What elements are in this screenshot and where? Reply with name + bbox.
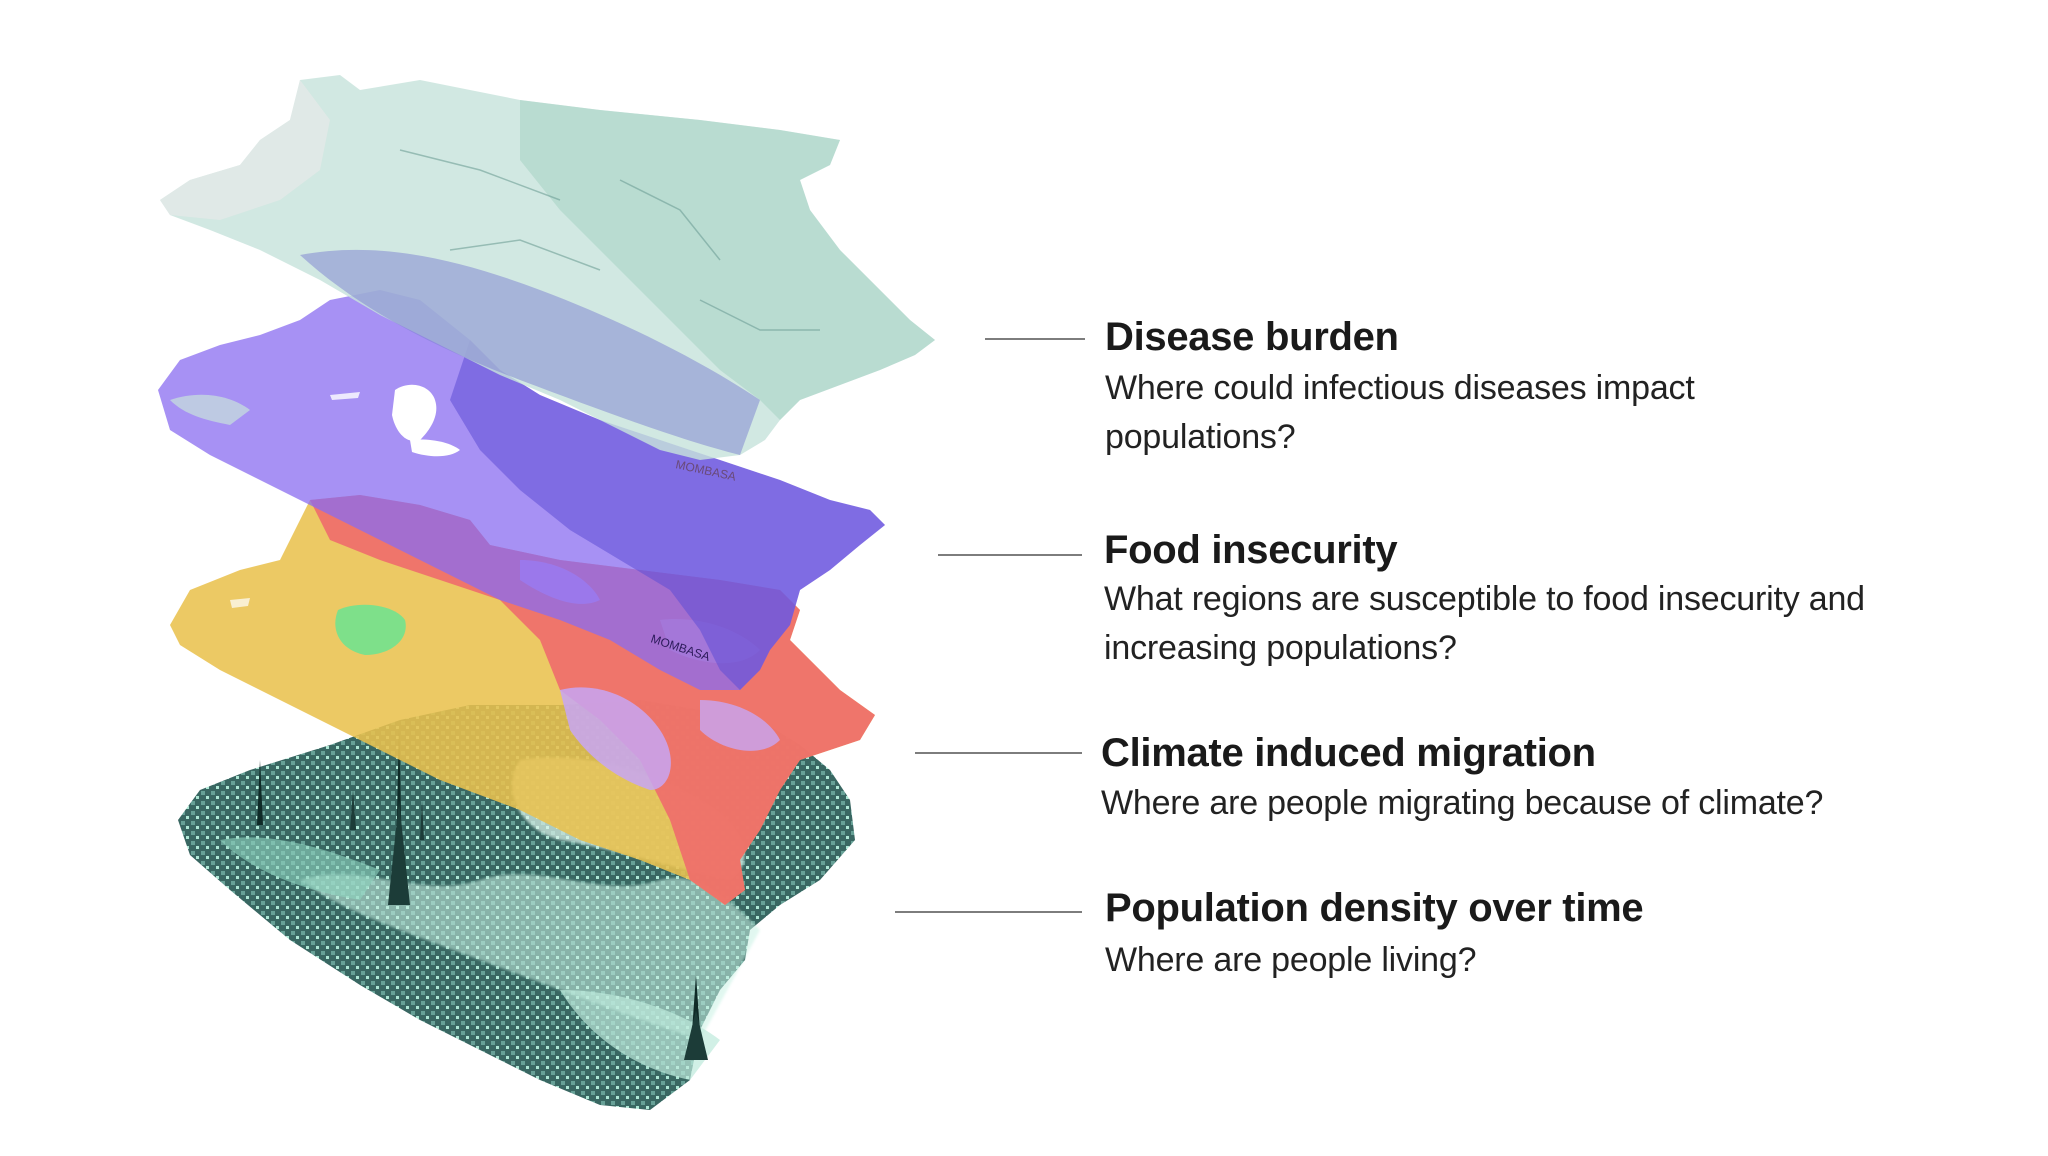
leader-line-climate-migration	[915, 752, 1082, 754]
density-spike	[684, 1010, 708, 1060]
density-spike	[350, 790, 356, 830]
layer-question-climate-migration: Where are people migrating because of cl…	[1101, 784, 1824, 822]
layer-question-population-density: Where are people living?	[1105, 941, 1477, 979]
leader-line-population-density	[895, 911, 1082, 913]
layer-question-food-insecurity: What regions are susceptible to food ins…	[1104, 580, 1865, 667]
layer-title-disease-burden: Disease burden	[1105, 315, 1399, 359]
leader-line-food-insecurity	[938, 554, 1082, 556]
layer-title-population-density: Population density over time	[1105, 886, 1644, 930]
density-spike	[420, 800, 424, 840]
food-insecurity-layer: MOMBASA	[158, 290, 885, 690]
leader-line-disease-burden	[985, 338, 1085, 340]
disease-burden-layer: MOMBASA	[160, 75, 935, 484]
layer-title-climate-migration: Climate induced migration	[1101, 731, 1596, 775]
layer-question-disease-burden: Where could infectious diseases impact p…	[1105, 369, 1695, 456]
density-spike	[388, 800, 410, 905]
layer-title-food-insecurity: Food insecurity	[1104, 528, 1398, 572]
density-spike	[257, 760, 263, 825]
